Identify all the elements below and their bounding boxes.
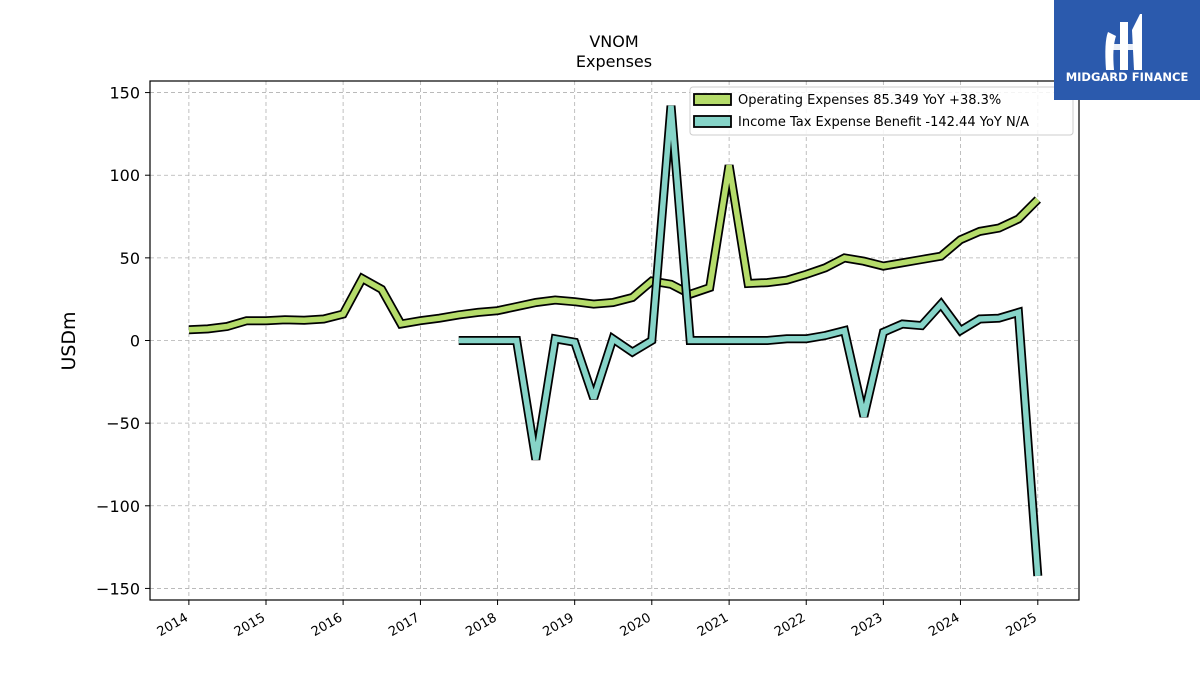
legend-box: [689, 86, 1074, 136]
y-tick-label: 0: [130, 332, 140, 351]
tick-layer: 150 100 50 0 −50 −100 −150 2014 2015 2016 2017 2018…: [96, 84, 1040, 640]
legend-label-0: Operating Expenses 85.349 YoY +38.3%: [738, 93, 1001, 108]
series-0-line: [188, 164, 1040, 333]
legend: Operating Expenses 85.349 YoY +38.3% Inco…: [689, 86, 1074, 136]
y-tick-label: 50: [120, 249, 140, 268]
x-tick-label: 2024: [926, 610, 962, 640]
y-tick-label: −100: [96, 497, 140, 516]
x-tick-label: 2015: [232, 610, 268, 640]
x-tick-label: 2017: [386, 610, 422, 640]
x-tick-label: 2020: [618, 610, 654, 640]
y-tick-label: 150: [109, 84, 140, 103]
y-tick-label: −150: [96, 579, 140, 598]
x-tick-label: 2022: [772, 610, 808, 640]
chart-subtitle: Expenses: [576, 52, 652, 71]
y-tick-label: 100: [109, 166, 140, 185]
x-tick-label: 2019: [541, 610, 577, 640]
x-tick-label: 2014: [155, 610, 191, 640]
x-tick-label: 2018: [463, 610, 499, 640]
legend-swatch-0: [693, 93, 732, 106]
midgard-mark-icon: [1105, 14, 1142, 70]
x-tick-label: 2021: [695, 610, 731, 640]
legend-label-1: Income Tax Expense Benefit -142.44 YoY N…: [738, 115, 1029, 130]
series-1-line: [458, 105, 1041, 577]
brand-name: MIDGARD FINANCE: [1066, 70, 1189, 84]
chart-title: VNOM: [589, 32, 638, 51]
x-tick-label: 2016: [309, 610, 345, 640]
y-axis-label: USDm: [58, 311, 80, 370]
y-tick-label: −50: [106, 414, 140, 433]
x-tick-label: 2025: [1004, 610, 1040, 640]
series-layer: [188, 105, 1043, 577]
brand-logo: MIDGARD FINANCE: [1054, 0, 1200, 100]
legend-swatch-1: [693, 115, 732, 128]
x-tick-label: 2023: [849, 610, 885, 640]
